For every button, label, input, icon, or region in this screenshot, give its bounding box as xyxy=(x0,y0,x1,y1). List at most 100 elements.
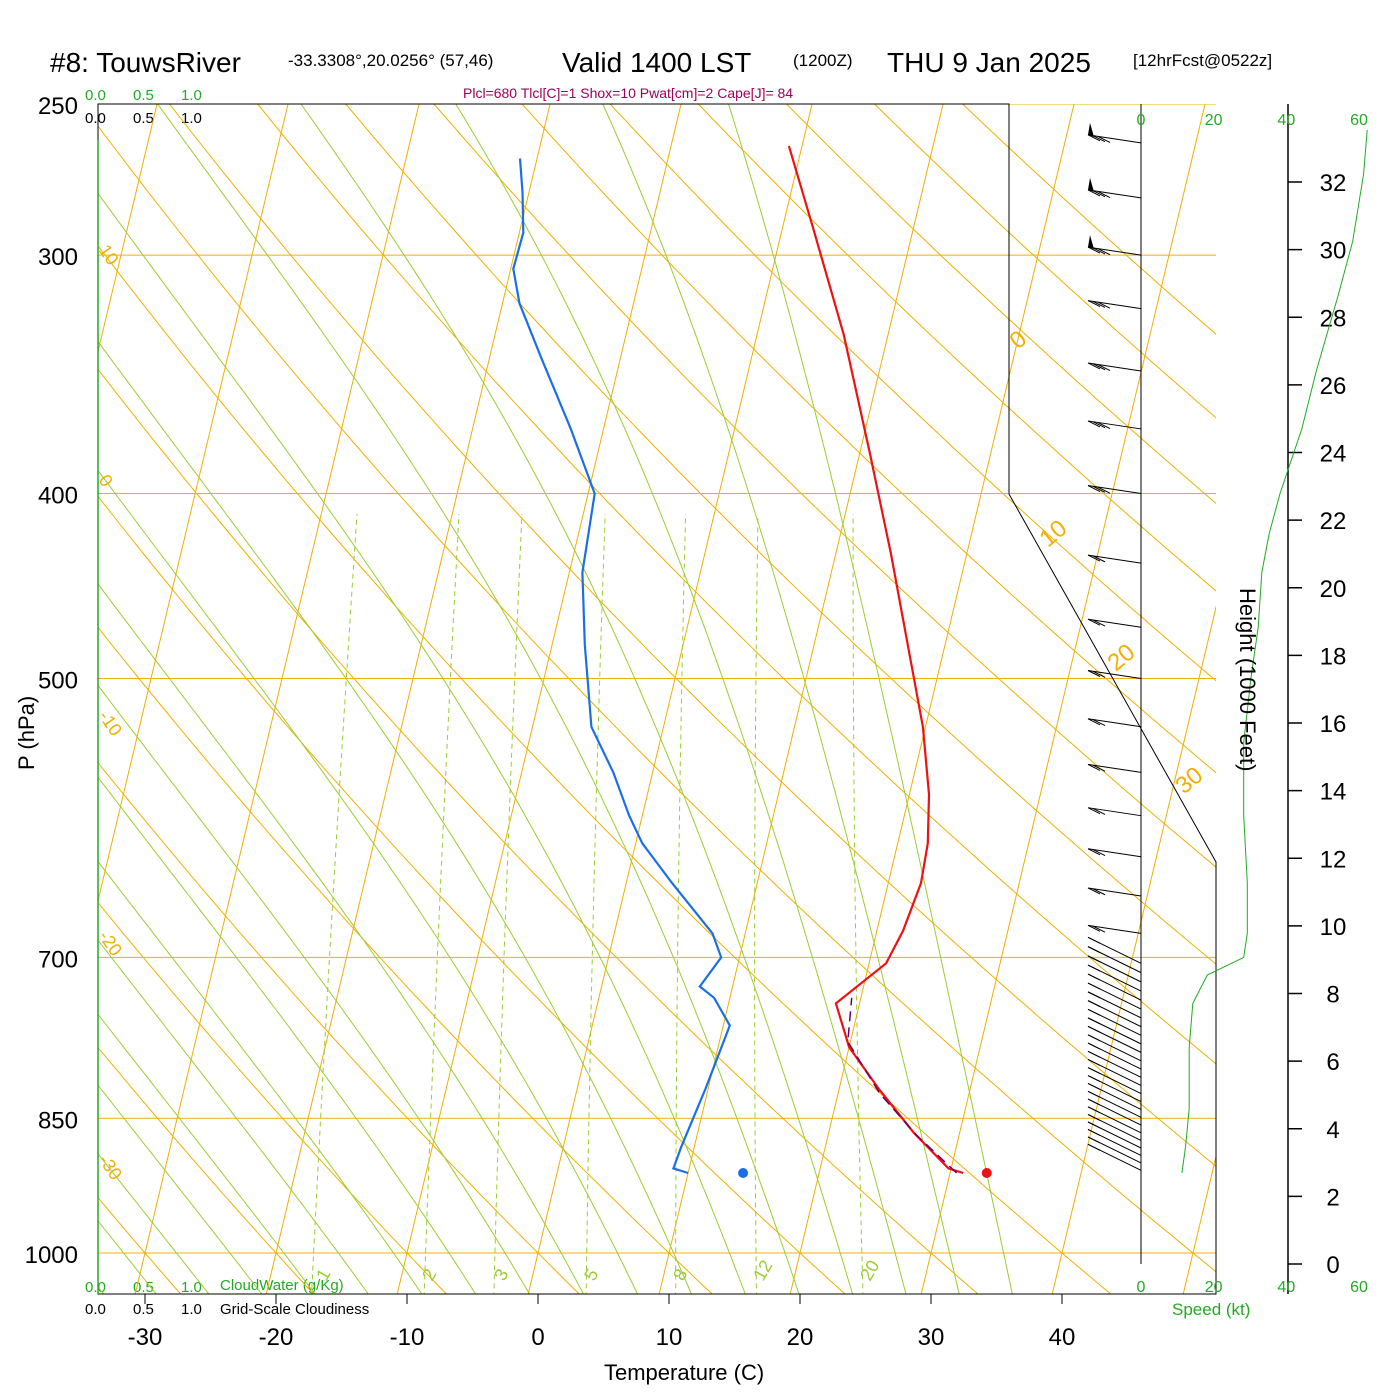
wind-barb-staff xyxy=(1087,300,1142,310)
wind-barb-feather xyxy=(1097,191,1111,198)
cloud-top-black-0: 0.0 xyxy=(85,110,106,127)
wind-barb xyxy=(1087,718,1142,728)
isotherm-line xyxy=(134,104,420,1294)
station-title: #8: TouwsRiver xyxy=(50,47,241,78)
height-tick-label: 24 xyxy=(1320,441,1347,468)
wind-barb xyxy=(1087,1017,1142,1045)
wind-barb xyxy=(1087,1059,1142,1086)
wind-barb xyxy=(1087,763,1142,773)
cloud-bottom-green-0: 0.0 xyxy=(85,1279,106,1296)
height-tick-label: 2 xyxy=(1326,1184,1339,1211)
cloud-bottom-black-0: 0.0 xyxy=(85,1301,106,1318)
speed-top-tick-label: 60 xyxy=(1350,112,1368,129)
plot-frame xyxy=(97,103,1217,1295)
wind-barb xyxy=(1087,1042,1142,1070)
wind-barb xyxy=(1087,1025,1142,1053)
wind-barb-feather xyxy=(1092,849,1106,857)
wind-barb-feather xyxy=(1087,763,1101,771)
wind-barb-feather xyxy=(1087,670,1101,677)
wind-barb-staff xyxy=(1087,887,1142,897)
height-tick-label: 26 xyxy=(1320,373,1347,400)
wind-barb-staff xyxy=(1087,420,1142,430)
moist-adiabat-line xyxy=(156,104,800,1294)
dry-adiabat-line xyxy=(98,125,1216,1273)
mixing-ratio-label: 12 xyxy=(749,1257,776,1284)
wind-barb-feather xyxy=(1097,364,1111,371)
mixing-ratio-line xyxy=(423,513,460,1294)
wind-barb xyxy=(1087,973,1142,1001)
temperature-tick-label: 10 xyxy=(656,1324,683,1351)
mixing-ratio-line xyxy=(852,514,864,1294)
moist-adiabat-line xyxy=(98,192,746,1294)
speed-axis-label: Speed (kt) xyxy=(1172,1300,1250,1319)
wind-barb-feather xyxy=(1087,1034,1101,1042)
wind-barb-feather xyxy=(1087,246,1101,254)
moist-adiabat-line xyxy=(98,860,423,1294)
dry-adiabat-line xyxy=(98,626,713,1294)
moist-adiabat-line xyxy=(602,104,960,1294)
cloud-top-green-0: 0.0 xyxy=(85,87,106,104)
wind-speed-profile-line xyxy=(1181,130,1368,1174)
wind-barb xyxy=(1087,1143,1142,1171)
wind-barb-staff xyxy=(1087,718,1142,728)
wind-barb-feather xyxy=(1097,486,1111,494)
wind-barb xyxy=(1087,1067,1142,1095)
wind-barb-feather xyxy=(1087,982,1101,990)
wind-barb-feather xyxy=(1092,555,1106,563)
pressure-tick-label: 300 xyxy=(38,244,78,271)
temperature-tick-label: -30 xyxy=(128,1324,163,1351)
pressure-tick-label: 500 xyxy=(38,668,78,695)
wind-barb xyxy=(1087,1000,1142,1028)
dry-adiabat-line xyxy=(257,104,1216,1065)
height-tick-label: 0 xyxy=(1326,1252,1339,1279)
wind-barb-feather xyxy=(1097,301,1111,309)
forecast-info: [12hrFcst@0522z] xyxy=(1133,51,1272,70)
surface-temperature-marker xyxy=(981,1168,992,1179)
wind-barb-feather xyxy=(1087,936,1101,944)
wind-barb-feather xyxy=(1087,1067,1101,1075)
dry-adiabat-line xyxy=(98,1196,182,1294)
height-tick-label: 32 xyxy=(1320,170,1347,197)
wind-barb-feather xyxy=(1087,924,1101,932)
mixing-ratio-label: 20 xyxy=(856,1257,883,1284)
wind-barb-feather xyxy=(1092,619,1106,627)
wind-barb xyxy=(1087,554,1142,564)
wind-barb-staff xyxy=(1087,362,1142,372)
wind-barb xyxy=(1087,924,1142,934)
sounding-params: Plcl=680 Tlcl[C]=1 Shox=10 Pwat[cm]=2 Ca… xyxy=(463,85,793,101)
wind-barb-feather xyxy=(1087,1025,1101,1033)
dry-adiabat-line xyxy=(98,901,448,1294)
cloud-top-black-2: 1.0 xyxy=(181,110,202,127)
pressure-tick-label: 1000 xyxy=(25,1242,78,1269)
dry-adiabat-line xyxy=(433,104,1216,868)
wind-barb xyxy=(1087,1129,1142,1156)
wind-barb-feather xyxy=(1087,189,1101,197)
wind-barb-feather xyxy=(1092,764,1106,772)
pressure-axis-label: P (hPa) xyxy=(14,696,39,770)
dry-adiabat-line xyxy=(98,495,846,1294)
wind-barb xyxy=(1087,807,1142,817)
wind-barb-feather xyxy=(1087,300,1101,308)
pressure-tick-label: 700 xyxy=(38,946,78,973)
moist-adiabat-line xyxy=(98,1152,210,1294)
parcel-trace xyxy=(847,997,958,1174)
temperature-axis-label: Temperature (C) xyxy=(604,1360,764,1385)
moist-adiabat-line xyxy=(98,684,531,1294)
wind-barb-feather xyxy=(1087,1098,1101,1106)
wind-barb-feather xyxy=(1087,362,1101,370)
wind-barb xyxy=(1087,1034,1142,1062)
wind-barb xyxy=(1087,1136,1142,1164)
cloud-top-green-2: 1.0 xyxy=(181,87,202,104)
wind-barb-feather xyxy=(1087,807,1101,815)
moist-adiabat-line xyxy=(98,583,585,1294)
dry-adiabat-label: -10 xyxy=(95,707,126,740)
wind-barb-feather xyxy=(1092,421,1106,429)
moist-adiabat-line xyxy=(727,104,1013,1294)
wind-barb-feather xyxy=(1087,1083,1101,1090)
wind-barb xyxy=(1087,618,1142,628)
wind-barb-feather xyxy=(1092,300,1106,308)
wind-barb-staff xyxy=(1087,670,1142,679)
wind-barb xyxy=(1087,362,1142,372)
